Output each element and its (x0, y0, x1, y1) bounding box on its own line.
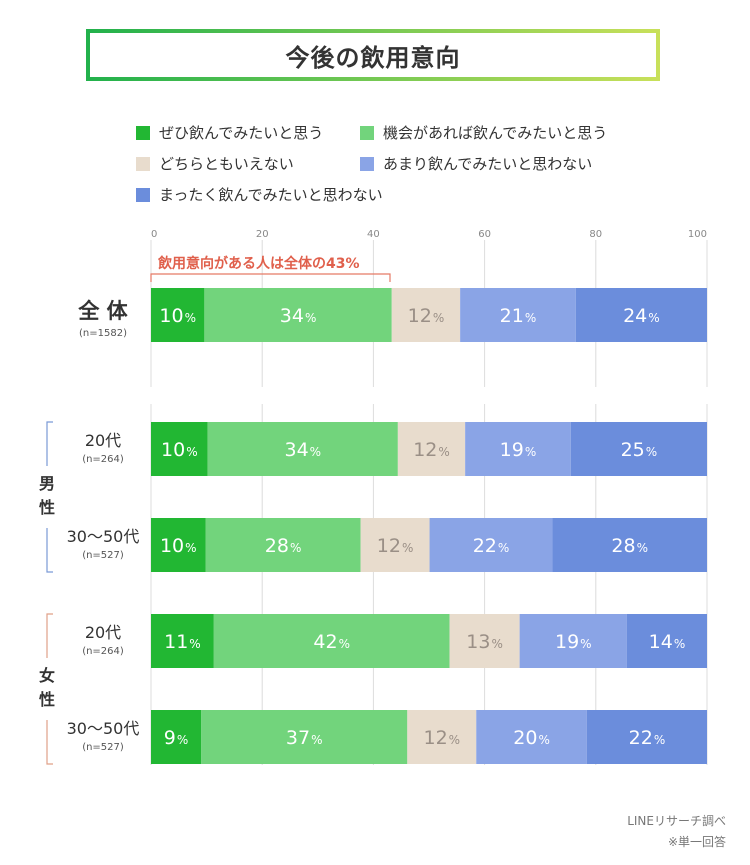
group-bracket-top-1 (46, 421, 53, 466)
group-bracket-bottom-2 (46, 720, 53, 765)
bar-row4-seg1 (151, 614, 214, 668)
bar-row4-seg5 (626, 614, 707, 668)
bar-row3-seg2 (205, 518, 361, 572)
legend-item-2: 機会があれば飲んでみたいと思う (360, 122, 607, 143)
bar-row5-seg4 (476, 710, 587, 764)
bar-label-row3-seg3: 12% (377, 535, 414, 557)
bar-row4-seg3 (449, 614, 520, 668)
legend-label-5: まったく飲んでみたいと思わない (159, 186, 383, 204)
legend-label-2: 機会があれば飲んでみたいと思う (383, 124, 608, 142)
bar-label-row5-seg1: 9% (164, 727, 189, 749)
bar-label-row4-seg5: 14% (649, 631, 686, 653)
chart-title-box: 今後の飲用意向 (86, 29, 660, 81)
tick-label-100: 100 (688, 229, 707, 240)
row-label-1: 全 体 (77, 299, 128, 323)
bar-row3-seg1 (151, 518, 206, 572)
bar-label-row5-seg5: 22% (629, 727, 666, 749)
group-label-top-2: 女 (39, 666, 55, 685)
bar-label-row5-seg4: 20% (513, 727, 550, 749)
bar-label-row3-seg4: 22% (473, 535, 510, 557)
row-n-1: (n=1582) (79, 328, 127, 339)
legend-swatch-4 (360, 156, 374, 171)
bar-label-row2-seg1: 10% (161, 439, 198, 461)
tick-label-20: 20 (256, 229, 269, 240)
legend-label-1: ぜひ飲んでみたいと思う (159, 124, 324, 142)
group-bracket-bottom-1 (46, 528, 53, 573)
legend-item-5: まったく飲んでみたいと思わない (136, 184, 383, 205)
bar-row2-seg5 (570, 422, 707, 476)
bar-row2-seg1 (151, 422, 208, 476)
bar-label-row2-seg3: 12% (413, 439, 450, 461)
bar-row1-seg5 (575, 288, 707, 342)
row-n-5: (n=527) (82, 742, 124, 753)
bar-row1-seg4 (460, 288, 576, 342)
group-label-top-1: 男 (39, 474, 55, 493)
bar-label-row1-seg4: 21% (500, 305, 537, 327)
bar-row3-seg3 (360, 518, 430, 572)
legend-item-3: どちらともいえない (136, 153, 294, 174)
legend-swatch-2 (360, 125, 374, 140)
row-n-4: (n=264) (82, 646, 124, 657)
bar-row1-seg1 (151, 288, 205, 342)
annotation-text: 飲用意向がある人は全体の43% (157, 255, 360, 272)
legend-item-1: ぜひ飲んでみたいと思う (136, 122, 323, 143)
annotation-bracket (150, 273, 391, 282)
row-label-5: 30〜50代 (67, 719, 140, 738)
legend-item-4: あまり飲んでみたいと思わない (360, 153, 592, 174)
bar-row1-seg2 (204, 288, 392, 342)
bar-label-row4-seg4: 19% (555, 631, 592, 653)
source-note: LINEリサーチ調べ (627, 814, 726, 828)
row-n-2: (n=264) (82, 454, 124, 465)
bar-label-row2-seg2: 34% (284, 439, 321, 461)
tick-label-40: 40 (367, 229, 380, 240)
legend-swatch-3 (136, 156, 150, 171)
bar-row3-seg5 (552, 518, 707, 572)
bar-label-row4-seg1: 11% (164, 631, 201, 653)
group-label-bottom-2: 性 (39, 690, 55, 709)
tick-label-0: 0 (151, 229, 157, 240)
answer-note: ※単一回答 (667, 835, 726, 849)
bar-row5-seg5 (586, 710, 707, 764)
bar-row5-seg2 (201, 710, 408, 764)
bar-label-row5-seg3: 12% (423, 727, 460, 749)
tick-label-60: 60 (478, 229, 491, 240)
bar-label-row1-seg2: 34% (280, 305, 317, 327)
row-label-3: 30〜50代 (67, 527, 140, 546)
bar-row1-seg3 (391, 288, 461, 342)
bar-row3-seg4 (429, 518, 553, 572)
bar-label-row3-seg5: 28% (611, 535, 648, 557)
bar-row5-seg1 (151, 710, 202, 764)
legend-label-3: どちらともいえない (159, 155, 294, 173)
bar-label-row3-seg2: 28% (265, 535, 302, 557)
bar-label-row1-seg3: 12% (408, 305, 445, 327)
bar-label-row4-seg3: 13% (466, 631, 503, 653)
group-label-bottom-1: 性 (39, 498, 55, 517)
bar-row4-seg4 (519, 614, 627, 668)
bar-label-row1-seg5: 24% (623, 305, 660, 327)
legend-swatch-1 (136, 125, 150, 140)
row-label-4: 20代 (85, 623, 121, 642)
bar-label-row5-seg2: 37% (286, 727, 323, 749)
bar-label-row2-seg4: 19% (500, 439, 537, 461)
bar-label-row1-seg1: 10% (159, 305, 196, 327)
bar-label-row4-seg2: 42% (313, 631, 350, 653)
bar-row5-seg3 (407, 710, 477, 764)
row-label-2: 20代 (85, 431, 121, 450)
bar-row2-seg2 (207, 422, 398, 476)
bar-row4-seg2 (213, 614, 450, 668)
group-bracket-top-2 (46, 613, 53, 658)
legend-swatch-5 (136, 187, 150, 202)
bar-row2-seg4 (465, 422, 571, 476)
legend-label-4: あまり飲んでみたいと思わない (383, 155, 593, 173)
chart-title: 今後の飲用意向 (285, 43, 461, 72)
row-n-3: (n=527) (82, 550, 124, 561)
bar-label-row3-seg1: 10% (160, 535, 197, 557)
bar-label-row2-seg5: 25% (621, 439, 658, 461)
tick-label-80: 80 (589, 229, 602, 240)
bar-row2-seg3 (397, 422, 466, 476)
